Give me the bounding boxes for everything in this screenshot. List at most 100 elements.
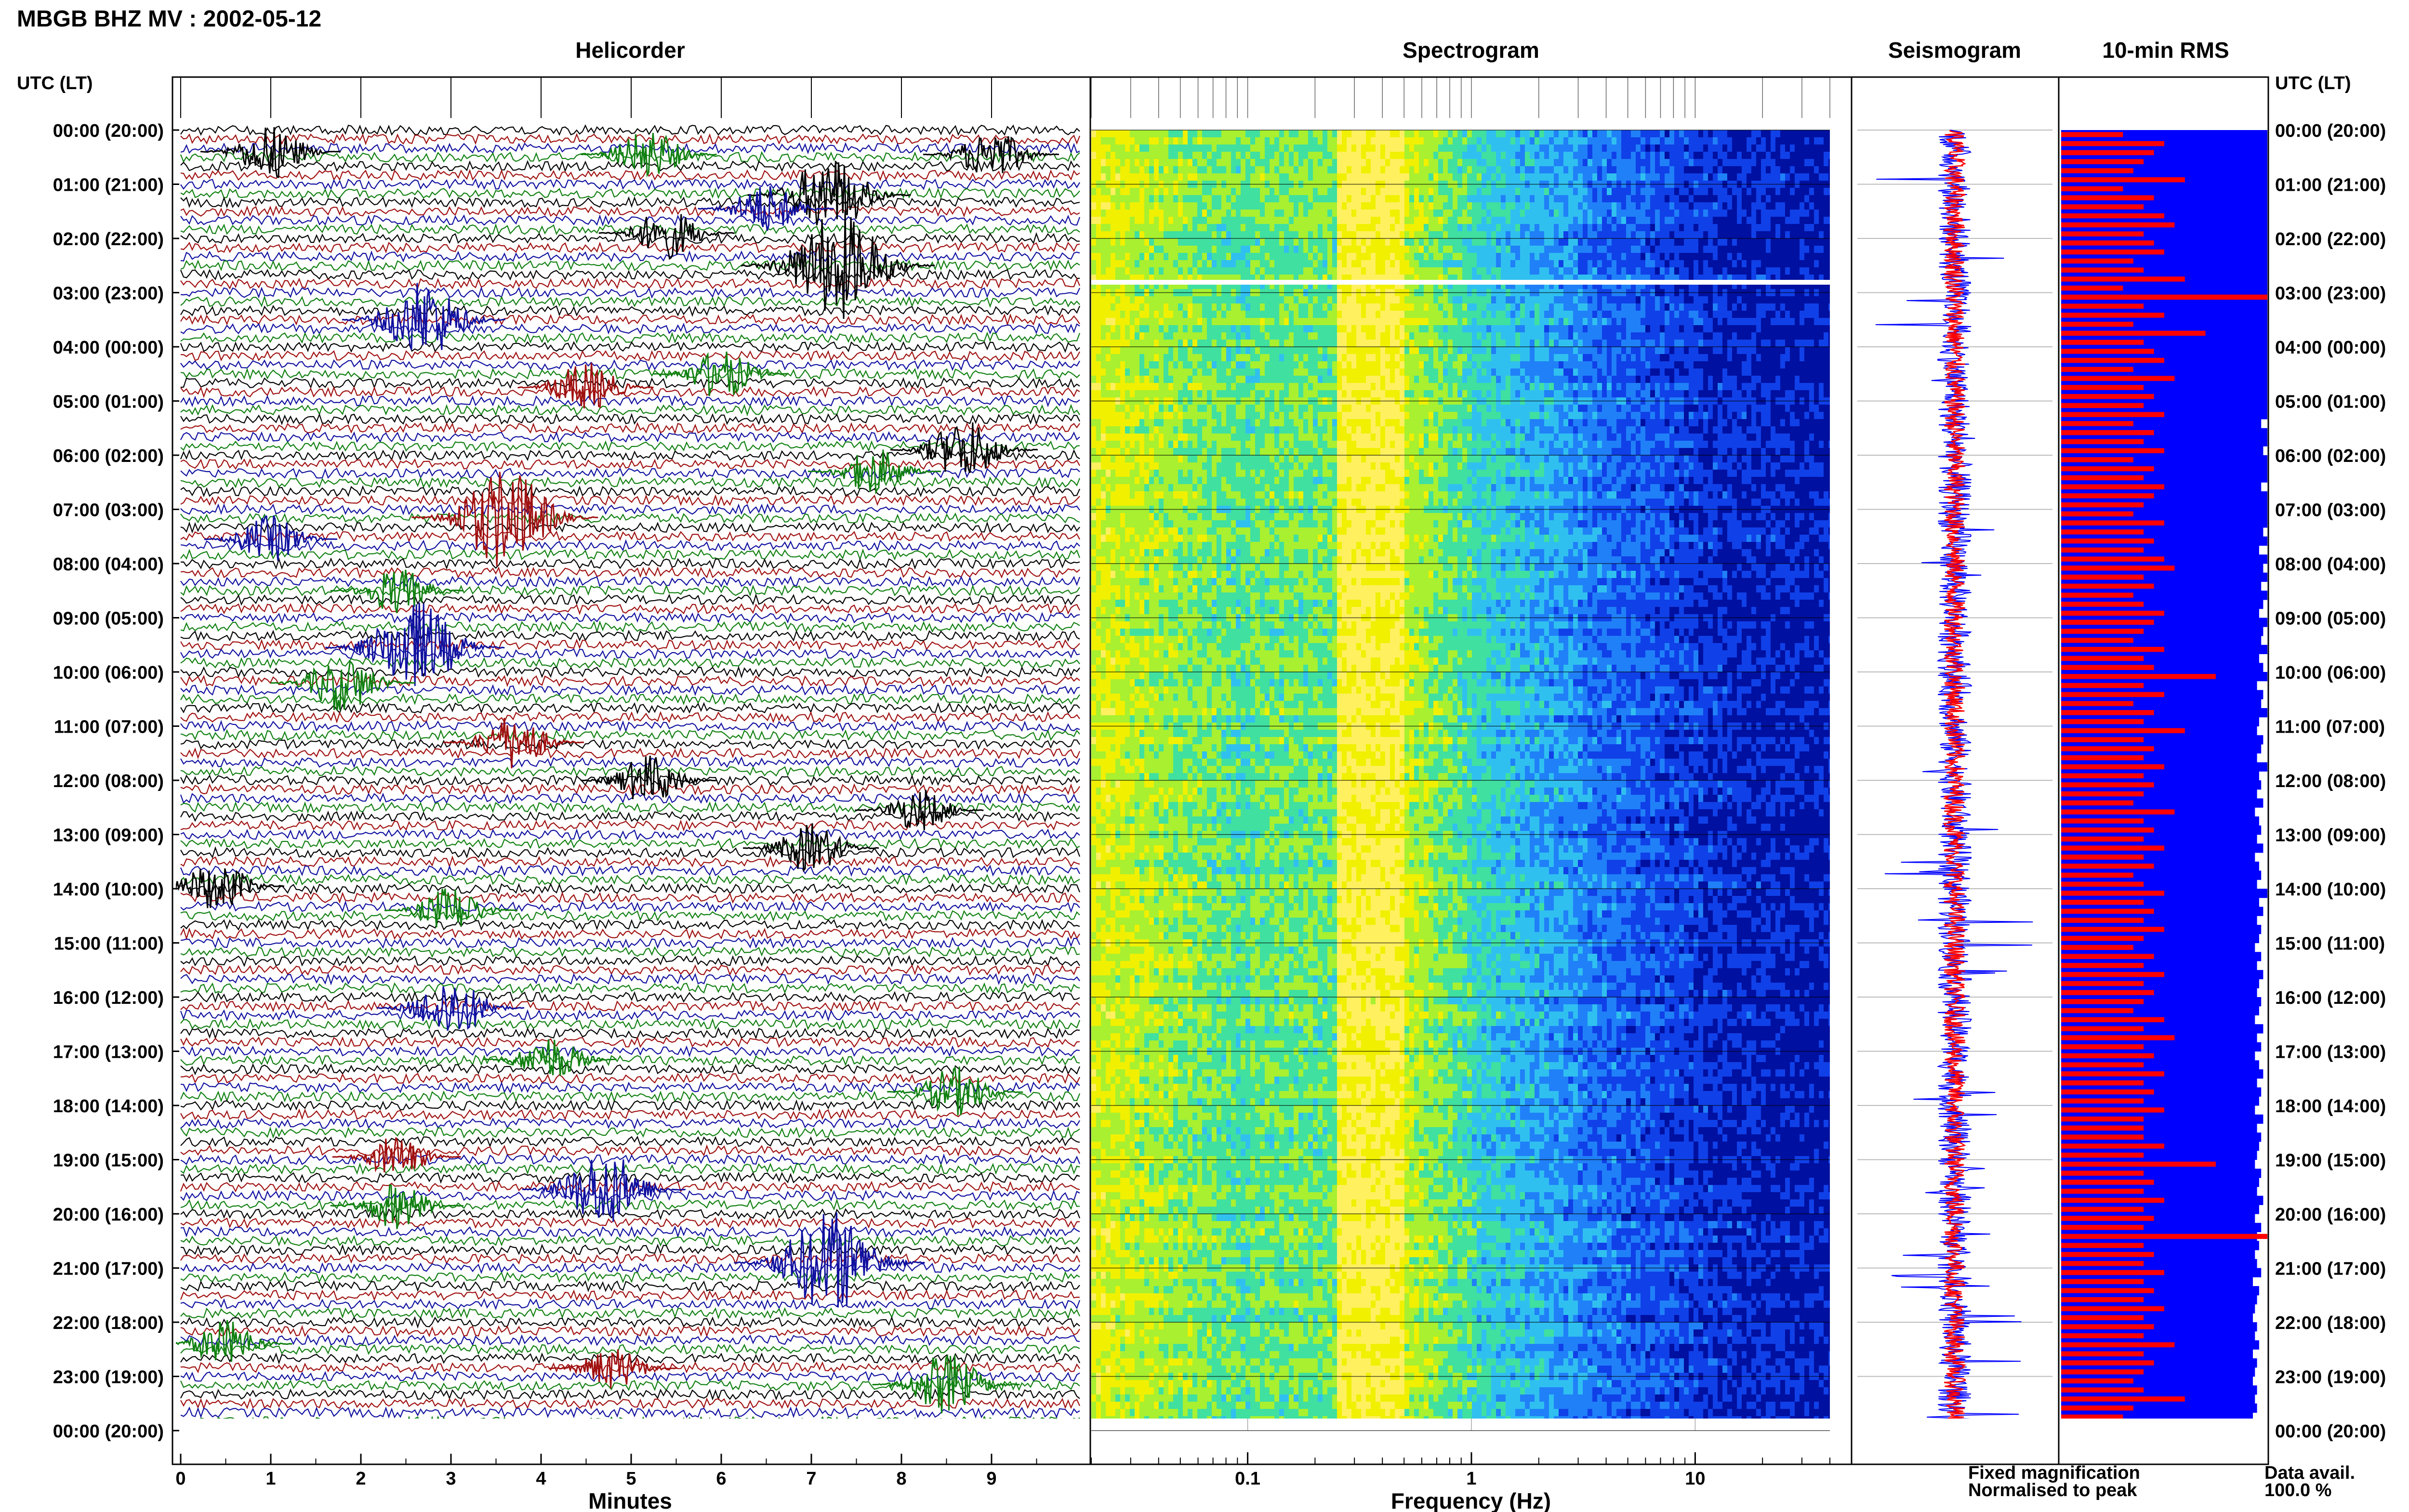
spectrogram-cell <box>1279 137 1308 145</box>
spectrogram-cell <box>1510 246 1520 253</box>
spectrogram-cell <box>1482 202 1486 210</box>
spectrogram-cell <box>1120 426 1125 434</box>
spectrogram-cell <box>1217 311 1221 318</box>
spectrogram-cell <box>1217 361 1231 369</box>
spectrogram-cell <box>1429 173 1433 181</box>
spectrogram-cell <box>1482 564 1491 571</box>
spectrogram-cell <box>1429 318 1457 326</box>
helicorder-trace <box>180 530 1080 543</box>
spectrogram-cell <box>1592 188 1597 196</box>
spectrogram-cell <box>1115 296 1120 304</box>
spectrogram-cell <box>1361 542 1371 550</box>
spectrogram-cell <box>1607 455 1612 463</box>
spectrogram-cell <box>1655 383 1660 391</box>
spectrogram-cell <box>1568 462 1573 470</box>
spectrogram-cell <box>1751 361 1780 369</box>
spectrogram-cell <box>1424 238 1429 246</box>
spectrogram-cell <box>1139 311 1149 318</box>
spectrogram-cell <box>1351 130 1366 138</box>
spectrogram-cell <box>1602 145 1607 152</box>
spectrogram-cell <box>1298 166 1308 174</box>
spectrogram-cell <box>1544 571 1549 579</box>
spectrogram-cell <box>1804 513 1809 521</box>
spectrogram-cell <box>1559 426 1573 434</box>
spectrogram-cell <box>1366 527 1371 535</box>
spectrogram-cell <box>1429 354 1433 362</box>
spectrogram-cell <box>1525 527 1535 535</box>
spectrogram-cell <box>1669 260 1684 268</box>
spectrogram-cell <box>1674 412 1684 420</box>
spectrogram-cell <box>1120 332 1125 340</box>
spectrogram-cell <box>1727 152 1737 159</box>
spectrogram-cell <box>1751 368 1830 376</box>
spectrogram-cell <box>1356 224 1376 232</box>
spectrogram-cell <box>1250 520 1255 528</box>
spectrogram-cell <box>1236 296 1245 304</box>
spectrogram-cell <box>1737 152 1742 159</box>
spectrogram-cell <box>1308 332 1318 340</box>
spectrogram-cell <box>1559 224 1568 232</box>
spectrogram-cell <box>1477 470 1496 477</box>
spectrogram-cell <box>1544 311 1554 318</box>
spectrogram-cell <box>1168 253 1178 261</box>
spectrogram-cell <box>1602 260 1612 268</box>
spectrogram-cell <box>1443 202 1453 210</box>
spectrogram-cell <box>1496 376 1501 383</box>
spectrogram-cell <box>1144 571 1149 579</box>
spectrogram-cell <box>1631 188 1636 196</box>
spectrogram-cell <box>1482 549 1491 557</box>
spectrogram-cell <box>1689 527 1694 535</box>
spectrogram-cell <box>1689 462 1694 470</box>
spectrogram-cell <box>1491 231 1496 239</box>
spectrogram-cell <box>1520 426 1525 434</box>
spectrogram-cell <box>1804 303 1819 311</box>
spectrogram-cell <box>1713 217 1737 224</box>
spectrogram-cell <box>1674 455 1684 463</box>
spectrogram-cell <box>1592 130 1597 138</box>
spectrogram-cell <box>1173 354 1178 362</box>
spectrogram-cell <box>1270 578 1298 586</box>
spectrogram-cell <box>1192 542 1202 550</box>
spectrogram-cell <box>1173 426 1178 434</box>
spectrogram-cell <box>1318 470 1323 477</box>
spectrogram-cell <box>1708 231 1718 239</box>
spectrogram-cell <box>1245 361 1250 369</box>
helicorder-trace <box>180 783 1080 796</box>
spectrogram-cell <box>1144 188 1154 196</box>
spectrogram-cell <box>1255 137 1265 145</box>
spectrogram-cell <box>1250 152 1260 159</box>
spectrogram-cell <box>1607 217 1612 224</box>
spectrogram-cell <box>1091 267 1096 275</box>
spectrogram-cell <box>1400 542 1409 550</box>
spectrogram-cell <box>1530 549 1544 557</box>
spectrogram-cell <box>1616 318 1621 326</box>
spectrogram-cell <box>1332 130 1337 138</box>
spectrogram-cell <box>1217 376 1236 383</box>
spectrogram-cell <box>1294 238 1298 246</box>
spectrogram-cell <box>1385 260 1390 268</box>
spectrogram-cell <box>1641 405 1650 412</box>
spectrogram-cell <box>1727 202 1732 210</box>
spectrogram-cell <box>1539 152 1544 159</box>
helicorder-trace <box>180 1036 1080 1048</box>
spectrogram-cell <box>1578 477 1583 485</box>
helicorder-tick-label: 1 <box>265 1469 276 1489</box>
spectrogram-cell <box>1790 145 1795 152</box>
spectrogram-cell <box>1250 267 1255 275</box>
spectrogram-cell <box>1819 564 1824 571</box>
spectrogram-cell <box>1698 347 1713 355</box>
spectrogram-cell <box>1588 549 1597 557</box>
spectrogram-cell <box>1510 376 1520 383</box>
spectrogram-cell <box>1231 564 1236 571</box>
helicorder-event <box>376 986 525 1031</box>
spectrogram-cell <box>1101 253 1111 261</box>
spectrogram-cell <box>1274 556 1279 564</box>
spectrogram-cell <box>1515 549 1520 557</box>
spectrogram-cell <box>1313 419 1318 427</box>
spectrogram-cell <box>1698 130 1703 138</box>
spectrogram-cell <box>1482 412 1501 420</box>
spectrogram-cell <box>1525 173 1554 181</box>
spectrogram-cell <box>1486 332 1491 340</box>
spectrogram-cell <box>1337 527 1347 535</box>
spectrogram-cell <box>1660 137 1665 145</box>
